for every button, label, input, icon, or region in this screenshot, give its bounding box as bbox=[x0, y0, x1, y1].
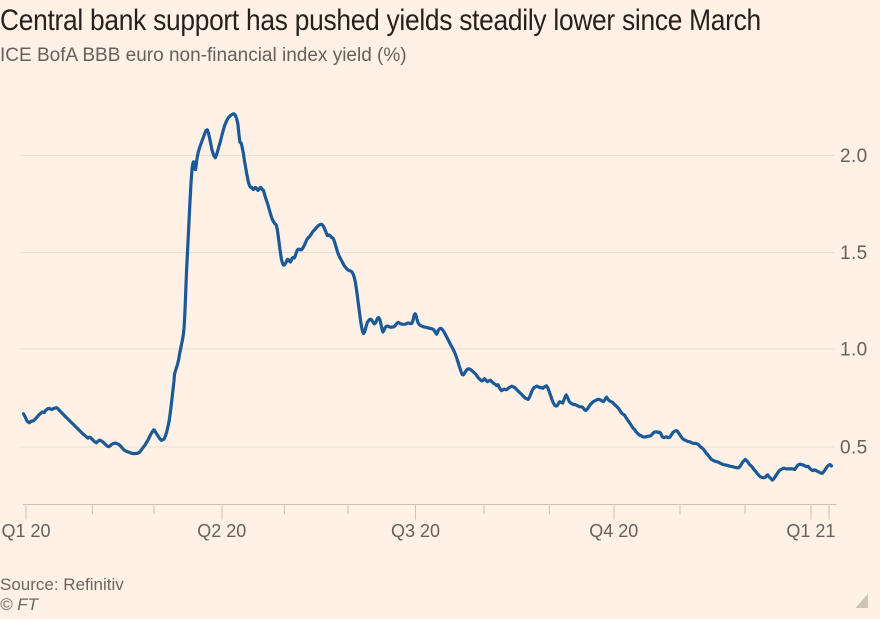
svg-text:1.5: 1.5 bbox=[840, 243, 868, 264]
svg-text:Q3 20: Q3 20 bbox=[391, 521, 440, 541]
svg-text:Q1 21: Q1 21 bbox=[786, 521, 835, 541]
svg-text:Q1 20: Q1 20 bbox=[1, 521, 50, 541]
svg-text:1.0: 1.0 bbox=[840, 340, 868, 361]
svg-text:Q2 20: Q2 20 bbox=[197, 521, 246, 541]
svg-text:0.5: 0.5 bbox=[840, 438, 868, 459]
svg-text:2.0: 2.0 bbox=[840, 146, 868, 167]
svg-text:Q4 20: Q4 20 bbox=[589, 521, 638, 541]
